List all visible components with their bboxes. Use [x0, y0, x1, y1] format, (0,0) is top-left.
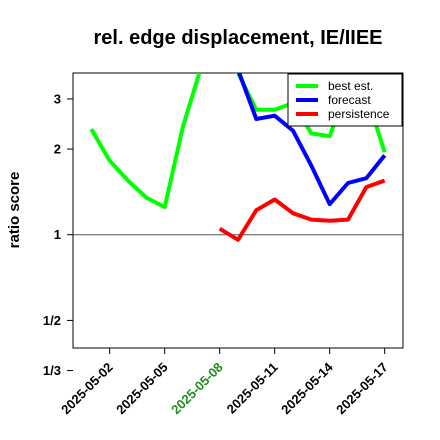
legend-label: forecast: [328, 93, 371, 107]
chart-title: rel. edge displacement, IE/IIEE: [94, 27, 383, 49]
series-line-forecast: [237, 73, 387, 207]
y-tick-label: 2: [54, 142, 61, 157]
x-tick-label: 2025-05-14: [278, 359, 336, 417]
y-axis: 1/3 1/2 1 2 3: [43, 91, 73, 378]
x-tick-label: 2025-05-02: [58, 360, 116, 418]
legend-label: best est.: [328, 79, 373, 93]
y-axis-label: ratio score: [6, 172, 23, 249]
y-tick-label: 1/3: [43, 363, 61, 378]
x-tick-label: 2025-05-08: [168, 360, 226, 418]
y-tick-label: 1: [54, 227, 61, 242]
y-tick-label: 3: [54, 91, 61, 106]
legend-label: persistence: [328, 107, 390, 121]
x-axis: 2025-05-022025-05-052025-05-082025-05-11…: [58, 348, 391, 417]
x-tick-label: 2025-05-17: [333, 360, 391, 418]
series-line-persistence: [218, 178, 386, 242]
x-tick-label: 2025-05-11: [224, 360, 281, 417]
x-tick-label: 2025-05-05: [113, 360, 171, 418]
y-tick-label: 1/2: [43, 313, 61, 328]
